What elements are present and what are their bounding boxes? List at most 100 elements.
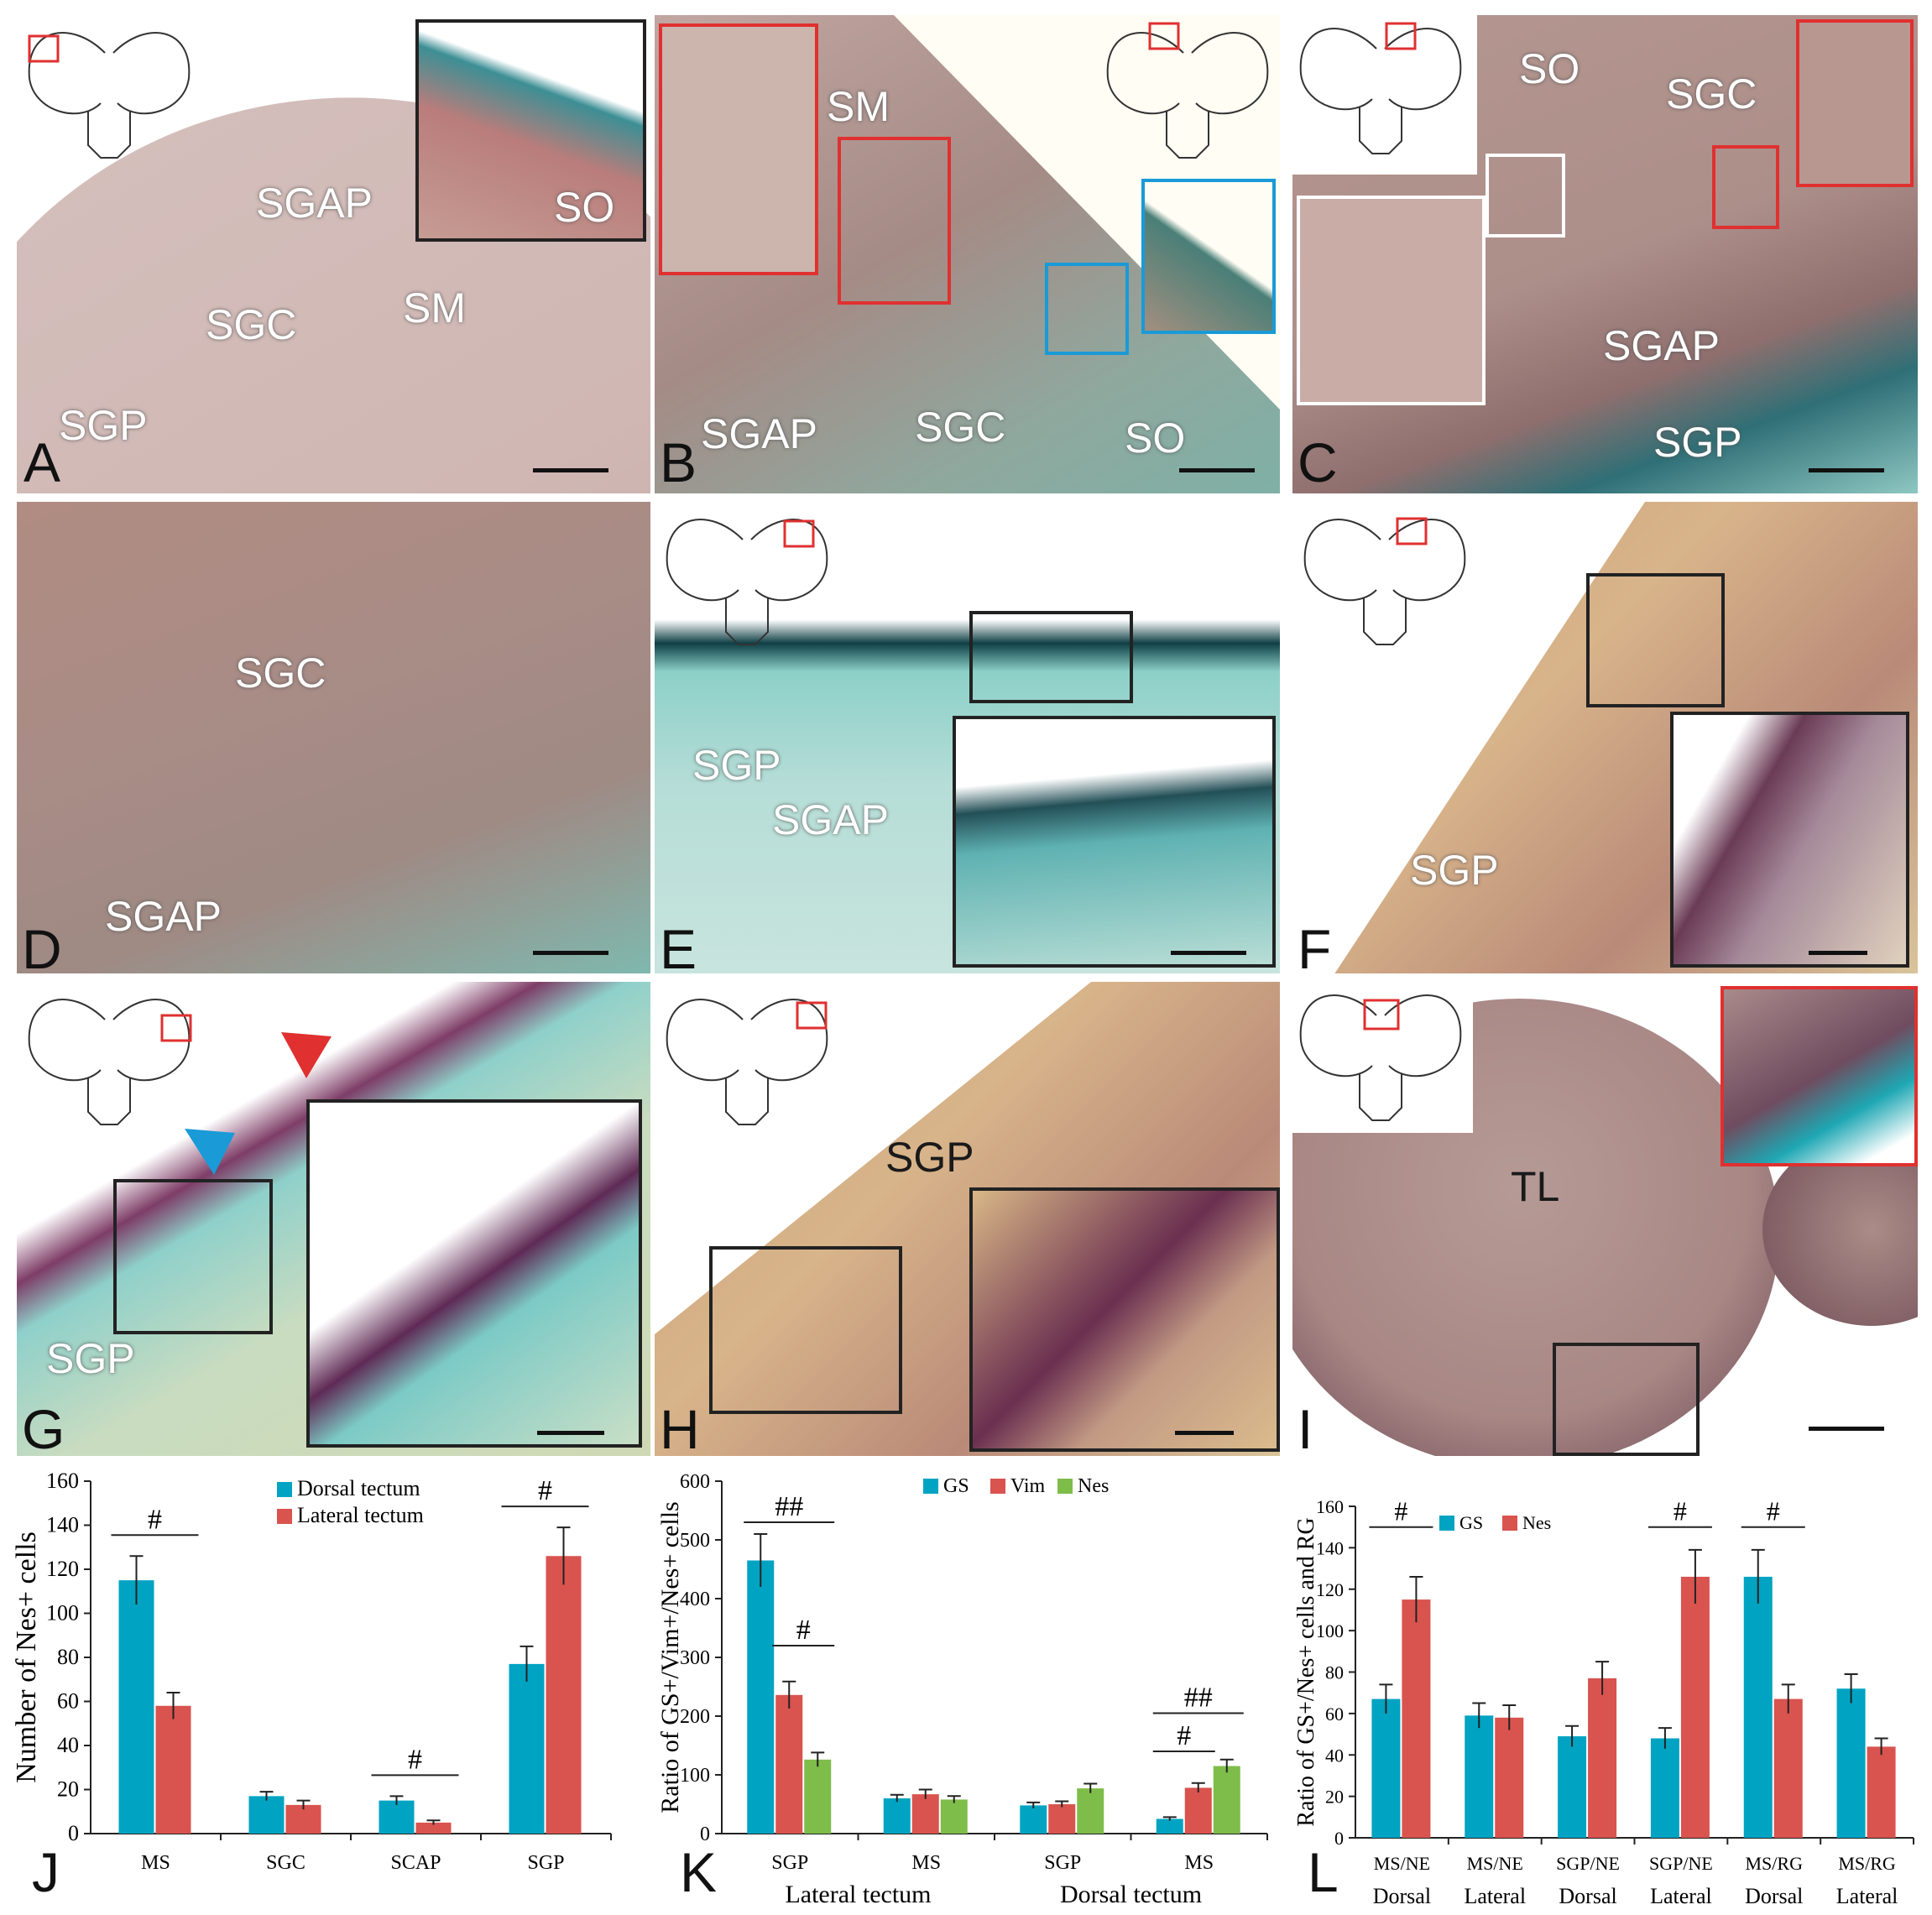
inset-black-e2 (953, 716, 1276, 968)
legend-label: Dorsal tectum (297, 1476, 420, 1500)
label-sgc: SGC (235, 650, 326, 697)
panel-letter-f: F (1298, 918, 1332, 973)
legend-label: Nes (1522, 1512, 1551, 1533)
group-label: Dorsal (1373, 1884, 1431, 1908)
bar (1213, 1766, 1240, 1834)
label-sgap: SGAP (701, 410, 817, 457)
panel-letter-b: B (660, 431, 697, 493)
label-sm: SM (827, 83, 890, 130)
panel-c: SO SGC SGAP SGP C (1292, 15, 1918, 493)
brain-outline-map (659, 506, 835, 649)
bar (1836, 1688, 1866, 1838)
x-tick-label: SGP (771, 1852, 808, 1874)
y-tick-label: 140 (46, 1513, 79, 1537)
x-tick-label: SGP/NE (1649, 1853, 1713, 1874)
y-tick-label: 140 (1316, 1537, 1344, 1558)
y-tick-label: 40 (1325, 1745, 1344, 1766)
label-sgap: SGAP (105, 893, 222, 940)
bar (911, 1794, 939, 1834)
label-so: SO (1519, 45, 1580, 92)
significance-mark: # (1177, 1720, 1191, 1751)
y-tick-label: 0 (1334, 1828, 1344, 1849)
bar (1495, 1717, 1524, 1838)
bar (804, 1759, 832, 1834)
bar (1558, 1736, 1587, 1838)
significance-mark: ## (1184, 1683, 1213, 1714)
y-tick-label: 0 (68, 1821, 79, 1845)
inset-black-g2 (306, 1099, 642, 1448)
significance-mark: # (1674, 1496, 1687, 1526)
scale-bar (533, 468, 608, 472)
bar (379, 1800, 415, 1834)
y-tick-label: 40 (57, 1733, 79, 1757)
legend-swatch (1057, 1479, 1073, 1494)
y-tick-label: 100 (46, 1601, 79, 1625)
bar (285, 1804, 321, 1834)
y-tick-label: 400 (680, 1589, 710, 1610)
bar (546, 1556, 582, 1834)
inset-blue-b1 (1045, 263, 1129, 355)
panel-g: SGP G (17, 982, 650, 1456)
panel-letter-j: J (32, 1841, 60, 1903)
inset-red-c2 (1796, 19, 1914, 187)
legend-swatch (923, 1479, 938, 1494)
label-sm: SM (403, 284, 466, 331)
chart-k-svg: 0 100 200 300 400 500 600 Ratio of GS+/Vim+/Nes… (656, 1471, 1268, 1908)
chart-j: 0 20 40 60 80 100 120 140 160 Number of Nes+ cell… (0, 1460, 650, 1911)
bar (1402, 1599, 1431, 1838)
panel-letter-h: H (660, 1398, 700, 1456)
x-tick-label: MS/NE (1467, 1853, 1523, 1874)
label-tl: TL (1511, 1163, 1560, 1210)
panel-letter-g: G (22, 1398, 65, 1456)
legend-swatch (277, 1482, 292, 1497)
label-sgc: SGC (915, 404, 1006, 451)
panel-letter-e: E (660, 918, 697, 973)
legend-label: Nes (1078, 1475, 1109, 1497)
inset-red-i (1721, 986, 1918, 1166)
scale-bar (537, 1431, 604, 1435)
inset-red-c1 (1712, 145, 1779, 229)
y-tick-label: 120 (46, 1557, 79, 1581)
inset-white-c1 (1297, 196, 1486, 405)
label-sgp: SGP (46, 1335, 135, 1382)
bar (1077, 1788, 1104, 1834)
label-sgp: SGP (885, 1134, 974, 1181)
chart-k: 0 100 200 300 400 500 600 Ratio of GS+/Vim+/Nes… (655, 1460, 1292, 1911)
group-label: Lateral (1464, 1884, 1526, 1908)
inset-blue-b2 (1141, 179, 1276, 334)
label-sgc: SGC (206, 301, 297, 348)
group-label: Lateral (1836, 1884, 1898, 1908)
label-sgc: SGC (1666, 70, 1757, 117)
significance-mark: # (408, 1744, 422, 1775)
bar (118, 1580, 154, 1834)
significance-mark: # (538, 1475, 552, 1506)
x-tick-label: MS (141, 1852, 170, 1874)
bar (940, 1799, 968, 1834)
y-tick-label: 160 (1316, 1496, 1344, 1517)
arrowhead-red (281, 1032, 332, 1078)
significance-mark: # (1394, 1496, 1407, 1526)
scale-bar (1809, 468, 1884, 472)
brain-outline-map (1297, 506, 1473, 649)
x-tick-label: SGC (266, 1852, 305, 1874)
chart-j-svg: 0 20 40 60 80 100 120 140 160 Number of Nes+ cell… (11, 1469, 612, 1874)
bar (1867, 1746, 1896, 1838)
arrowhead-blue (185, 1129, 235, 1175)
y-tick-label: 80 (57, 1645, 79, 1669)
bar (1773, 1698, 1803, 1838)
y-tick-label: 120 (1316, 1579, 1344, 1600)
y-tick-label: 100 (1316, 1620, 1344, 1641)
legend-label: GS (943, 1475, 969, 1497)
label-sgap: SGAP (1603, 322, 1720, 369)
legend-label: GS (1459, 1512, 1483, 1533)
y-tick-label: 20 (57, 1777, 79, 1802)
inset-red-b2 (838, 137, 951, 305)
panel-letter-a: A (23, 431, 61, 493)
group-label: Dorsal (1745, 1884, 1803, 1908)
x-tick-label: MS (1184, 1852, 1214, 1874)
chart-l: 0 20 40 60 80 100 120 140 160 Ratio of GS+/Nes+ c… (1292, 1460, 1932, 1915)
y-tick-label: 60 (1325, 1704, 1344, 1725)
label-sgp: SGP (692, 742, 781, 789)
scale-bar (1175, 1431, 1234, 1435)
inset-red-b1 (659, 23, 818, 275)
